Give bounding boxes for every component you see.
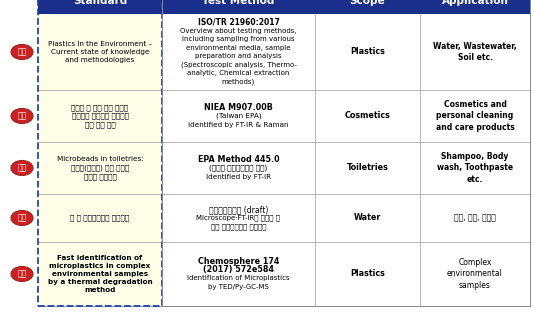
Text: Microscope·FT-IR을 이용한 물: Microscope·FT-IR을 이용한 물 [197,215,280,221]
Bar [38,14,162,306]
Text: by TED/Py-GC-MS: by TED/Py-GC-MS [208,284,269,290]
Text: Overview about testing methods,: Overview about testing methods, [180,28,297,34]
Text: 정수, 원수, 공정수: 정수, 원수, 공정수 [454,213,496,222]
Bar [38,0,162,14]
Text: Plastics: Plastics [350,270,385,279]
Text: 국립환경과학원 (draft): 국립환경과학원 (draft) [209,205,268,214]
Text: Plastics: Plastics [350,47,385,56]
Text: Scope: Scope [350,0,386,6]
Text: Identification of Microplastics: Identification of Microplastics [187,275,290,281]
Text: 국가: 국가 [18,163,27,173]
Ellipse shape [11,160,33,176]
Text: (캐나다 환경보호법을 위한): (캐나다 환경보호법을 위한) [209,165,268,171]
Text: preparation and analysis: preparation and analysis [195,53,282,59]
Text: 국가: 국가 [18,112,27,121]
Text: Chemosphere 174: Chemosphere 174 [198,257,279,266]
Bar [420,14,530,306]
Text: Identified by FT-IR & Raman: Identified by FT-IR & Raman [189,122,289,127]
Text: Standard: Standard [73,0,127,6]
Text: Identified by FT-IR: Identified by FT-IR [206,174,271,180]
Text: Application: Application [442,0,508,6]
Text: Microbeads in toiletries:
화장품(세정제) 관련 미세플
라스틱 시험방법: Microbeads in toiletries: 화장품(세정제) 관련 미세… [57,156,143,180]
Text: EPA Method 445.0: EPA Method 445.0 [198,155,279,164]
Text: Fast identification of
microplastics in complex
environmental samples
by a therm: Fast identification of microplastics in … [48,255,152,293]
Bar [38,0,162,306]
Text: Water, Wastewater,
Soil etc.: Water, Wastewater, Soil etc. [433,42,517,62]
Text: methods): methods) [222,78,255,85]
Text: 화장품 및 개인 세정 제품에
사용되는 플라스틱 마입자의
정성 검사 방법: 화장품 및 개인 세정 제품에 사용되는 플라스틱 마입자의 정성 검사 방법 [72,104,129,128]
Text: NIEA M907.00B: NIEA M907.00B [204,103,273,112]
Bar [420,0,530,14]
Text: 국제: 국제 [18,47,27,56]
Text: Water: Water [354,213,381,222]
Ellipse shape [11,44,33,59]
Bar [162,0,315,14]
Text: ISO/TR 21960:2017: ISO/TR 21960:2017 [198,18,279,27]
Ellipse shape [11,109,33,124]
Ellipse shape [11,210,33,225]
Text: environmental media, sample: environmental media, sample [186,45,290,51]
Text: (Spectroscopic analysis, Thermo-: (Spectroscopic analysis, Thermo- [180,61,296,68]
Text: 물 중 미세플라스틱 분석방법: 물 중 미세플라스틱 분석방법 [70,215,130,221]
Text: 중의 미세플라스틱 시험방법: 중의 미세플라스틱 시험방법 [211,223,266,230]
Text: including sampling from various: including sampling from various [182,36,295,42]
Text: Shampoo, Body
wash, Toothpaste
etc.: Shampoo, Body wash, Toothpaste etc. [437,152,513,184]
Text: Complex
environmental
samples: Complex environmental samples [447,258,503,290]
Text: (Taiwan EPA): (Taiwan EPA) [216,113,261,119]
Text: Cosmetics and
personal cleaning
and care products: Cosmetics and personal cleaning and care… [436,100,514,132]
Text: Plastics in the Environment –
Current state of knowledge
and methodologies: Plastics in the Environment – Current st… [48,41,152,63]
Text: Cosmetics: Cosmetics [344,112,390,121]
Text: 논문: 논문 [18,270,27,279]
Text: 국가: 국가 [18,213,27,222]
Text: analytic, Chemical extraction: analytic, Chemical extraction [187,70,289,76]
Bar [315,0,420,14]
Text: Toiletries: Toiletries [347,163,388,173]
Bar [162,0,530,306]
Ellipse shape [11,267,33,282]
Text: (2017) 572e584: (2017) 572e584 [203,265,274,274]
Bar [315,14,420,306]
Bar [162,14,315,306]
Text: Test Method: Test Method [202,0,274,6]
